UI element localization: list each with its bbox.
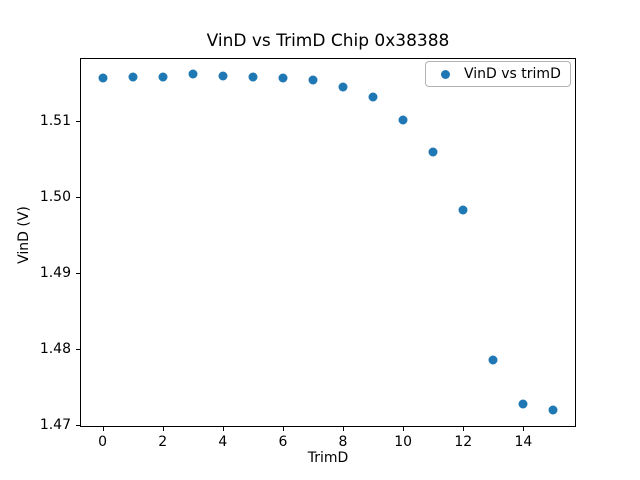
x-tick-mark [282, 427, 284, 431]
x-tick-mark [102, 427, 104, 431]
y-tick-mark [76, 348, 80, 350]
x-tick-label: 14 [514, 434, 533, 450]
y-tick-label: 1.48 [39, 340, 71, 357]
y-axis-label: VinD (V) [16, 206, 32, 264]
x-tick-mark [403, 427, 405, 431]
plot-area [80, 58, 576, 427]
scatter-point [368, 92, 378, 102]
scatter-point [548, 405, 558, 415]
scatter-point [98, 73, 108, 83]
legend-label: VinD vs trimD [464, 66, 561, 82]
y-tick-mark [76, 196, 80, 198]
x-tick-mark [343, 427, 345, 431]
scatter-point [248, 72, 258, 82]
x-tick-mark [162, 427, 164, 431]
y-tick-label: 1.50 [39, 188, 71, 205]
x-tick-label: 8 [338, 434, 348, 450]
scatter-point [188, 69, 198, 79]
y-tick-label: 1.49 [39, 264, 71, 281]
scatter-point [158, 72, 168, 82]
y-tick-mark [76, 121, 80, 123]
legend: VinD vs trimD [425, 61, 571, 87]
scatter-point [128, 72, 138, 82]
x-tick-mark [463, 427, 465, 431]
x-tick-label: 2 [158, 434, 168, 450]
scatter-point [458, 205, 468, 215]
x-tick-mark [523, 427, 525, 431]
x-tick-label: 0 [98, 434, 107, 450]
legend-marker-dot [441, 69, 450, 79]
x-tick-label: 10 [394, 434, 413, 450]
scatter-point [308, 75, 318, 85]
x-axis-label: TrimD [307, 450, 349, 466]
scatter-point [218, 71, 228, 81]
x-tick-label: 6 [278, 434, 288, 450]
scatter-point [398, 115, 408, 124]
y-tick-label: 1.51 [39, 113, 71, 130]
scatter-point [278, 73, 288, 83]
chart-title: VinD vs TrimD Chip 0x38388 [206, 31, 450, 51]
x-tick-label: 4 [218, 434, 228, 450]
scatter-point [338, 82, 348, 92]
scatter-point [428, 147, 438, 157]
scatter-point [488, 355, 498, 365]
y-tick-mark [76, 272, 80, 274]
y-tick-label: 1.47 [39, 416, 71, 433]
y-tick-mark [76, 424, 80, 426]
scatter-point [518, 399, 528, 409]
x-tick-mark [222, 427, 224, 431]
x-tick-label: 12 [454, 434, 473, 450]
